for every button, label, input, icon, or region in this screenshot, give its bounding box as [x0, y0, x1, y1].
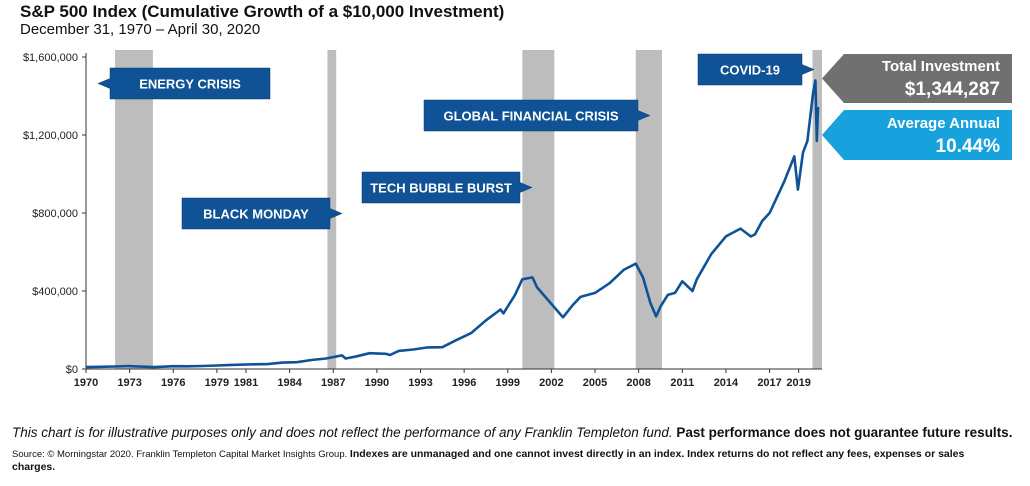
crisis-label-box: [97, 67, 271, 100]
crisis-shade-4: [812, 50, 822, 369]
crisis-label-0: ENERGY CRISIS: [97, 67, 271, 100]
crisis-label-3: GLOBAL FINANCIAL CRISIS: [423, 99, 651, 132]
disclaimer-bold-text: Past performance does not guarantee futu…: [676, 425, 1013, 440]
x-tick-label: 1993: [408, 377, 432, 389]
average-annual-callout: Average Annual 10.44%: [822, 110, 1012, 160]
x-tick-label: 1973: [117, 377, 141, 389]
chart-subtitle: December 31, 1970 – April 30, 2020: [20, 21, 261, 38]
x-tick-label: 1979: [205, 377, 229, 389]
crisis-shade-2: [522, 50, 555, 369]
crisis-label-box: [423, 99, 651, 132]
crisis-shade-0: [115, 50, 153, 369]
x-tick-label: 1990: [365, 377, 389, 389]
disclaimer-text: This chart is for illustrative purposes …: [12, 425, 673, 440]
crisis-label-box: [181, 197, 343, 230]
x-tick-label: 2008: [626, 377, 650, 389]
x-tick-label: 1996: [452, 377, 476, 389]
crisis-label-1: BLACK MONDAY: [181, 197, 343, 230]
crisis-label-text: BLACK MONDAY: [203, 207, 309, 222]
x-tick-label: 2017: [757, 377, 781, 389]
x-tick-label: 1981: [234, 377, 258, 389]
x-tick-label: 2005: [583, 377, 607, 389]
crisis-label-2: TECH BUBBLE BURST: [361, 171, 533, 204]
x-tick-label: 1984: [277, 377, 302, 389]
x-tick-label: 2019: [786, 377, 810, 389]
x-tick-label: 1970: [74, 377, 98, 389]
crisis-label-text: COVID-19: [720, 63, 780, 78]
x-axis: 1970 1973 1976 1979 1981 1984 1987 1990 1993 1996…: [74, 368, 822, 389]
x-tick-label: 2002: [539, 377, 563, 389]
x-tick-label: 2011: [670, 377, 694, 389]
sp500-growth-line: [85, 79, 820, 369]
source-text: Source: © Morningstar 2020. Franklin Tem…: [12, 449, 348, 460]
x-tick-label: 1987: [321, 377, 345, 389]
y-axis: $0 $400,000 $800,000 $1,200,000 $1,600,000: [23, 52, 87, 376]
y-tick-label: $0: [66, 364, 78, 376]
crisis-label-box: [697, 53, 815, 86]
growth-line-chart: $0 $400,000 $800,000 $1,200,000 $1,600,000 1…: [23, 50, 1012, 389]
crisis-label-text: GLOBAL FINANCIAL CRISIS: [443, 109, 618, 124]
x-tick-label: 1976: [161, 377, 185, 389]
crisis-label-text: ENERGY CRISIS: [139, 77, 241, 92]
crisis-shade-3: [635, 50, 662, 369]
total-investment-label: Total Investment: [882, 58, 1000, 75]
average-annual-value: 10.44%: [936, 136, 1001, 157]
crisis-label-text: TECH BUBBLE BURST: [370, 181, 512, 196]
crisis-labels-layer: ENERGY CRISIS BLACK MONDAY TECH BUBBLE BUR…: [97, 53, 815, 230]
y-tick-label: $1,200,000: [23, 130, 78, 142]
crisis-label-box: [361, 171, 533, 204]
chart-title: S&P 500 Index (Cumulative Growth of a $1…: [20, 2, 505, 21]
y-tick-label: $800,000: [32, 208, 78, 220]
source-note: Source: © Morningstar 2020. Franklin Tem…: [12, 448, 972, 474]
total-investment-value: $1,344,287: [905, 79, 1000, 100]
y-tick-label: $1,600,000: [23, 52, 78, 64]
disclaimer-note: This chart is for illustrative purposes …: [12, 425, 1012, 440]
average-annual-label: Average Annual: [887, 115, 1000, 132]
x-tick-label: 1999: [496, 377, 520, 389]
source-bold-text: Indexes are unmanaged and one cannot inv…: [12, 448, 965, 473]
total-investment-callout: Total Investment $1,344,287: [822, 54, 1012, 103]
crisis-label-4: COVID-19: [697, 53, 815, 86]
y-tick-label: $400,000: [32, 286, 78, 298]
x-tick-label: 2014: [714, 377, 739, 389]
